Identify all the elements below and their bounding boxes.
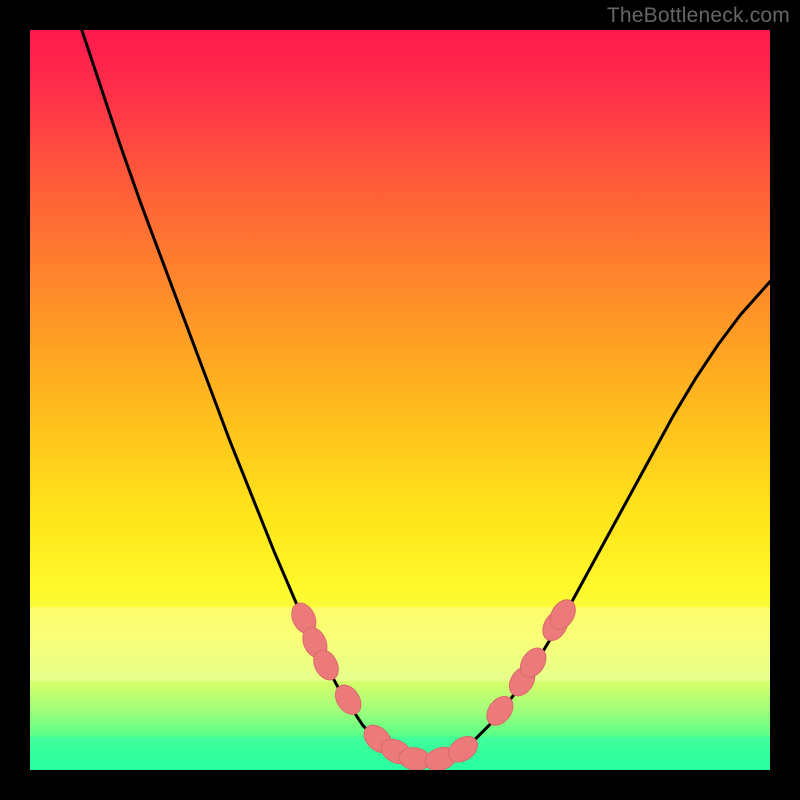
chart-frame: TheBottleneck.com [0, 0, 800, 800]
watermark-text: TheBottleneck.com [607, 4, 790, 28]
plot-area [30, 30, 770, 770]
bottleneck-chart [30, 30, 770, 770]
chart-band-yellow [30, 607, 770, 681]
